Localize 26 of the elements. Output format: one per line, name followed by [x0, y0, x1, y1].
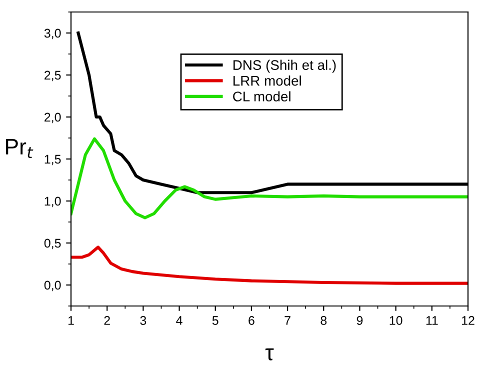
- y-tick-label: 1,5: [44, 154, 61, 166]
- y-tick-label: 0,0: [44, 280, 61, 292]
- y-tick-label: 2,5: [44, 70, 61, 82]
- x-tick-label: 1: [68, 316, 74, 325]
- x-axis-title: τ: [265, 348, 274, 360]
- x-tick-label: 11: [426, 316, 438, 325]
- x-tick-label: 5: [212, 316, 218, 325]
- y-tick-label: 3,0: [44, 28, 61, 40]
- y-tick-label: 0,5: [44, 238, 61, 250]
- x-tick-label: 7: [284, 316, 290, 325]
- x-tick-label: 3: [140, 316, 146, 325]
- y-tick-label: 1,0: [44, 196, 61, 208]
- x-tick-label: 10: [390, 316, 402, 325]
- y-tick-label: 2,0: [44, 112, 61, 124]
- x-tick-label: 8: [320, 316, 327, 325]
- legend-label: DNS (Shih et al.): [234, 60, 336, 73]
- x-tick-label: 12: [462, 316, 474, 325]
- legend-label: CL model: [233, 91, 290, 102]
- x-tick-label: 4: [176, 316, 182, 325]
- line-series: [71, 137, 468, 220]
- line-series: [71, 246, 468, 285]
- x-tick-label: 2: [104, 316, 110, 325]
- x-tick-label: 9: [356, 316, 363, 325]
- x-tick-label: 6: [248, 316, 254, 325]
- legend-label: LRR model: [234, 76, 301, 86]
- y-axis-title: Pr$_{t}$: [6, 139, 34, 158]
